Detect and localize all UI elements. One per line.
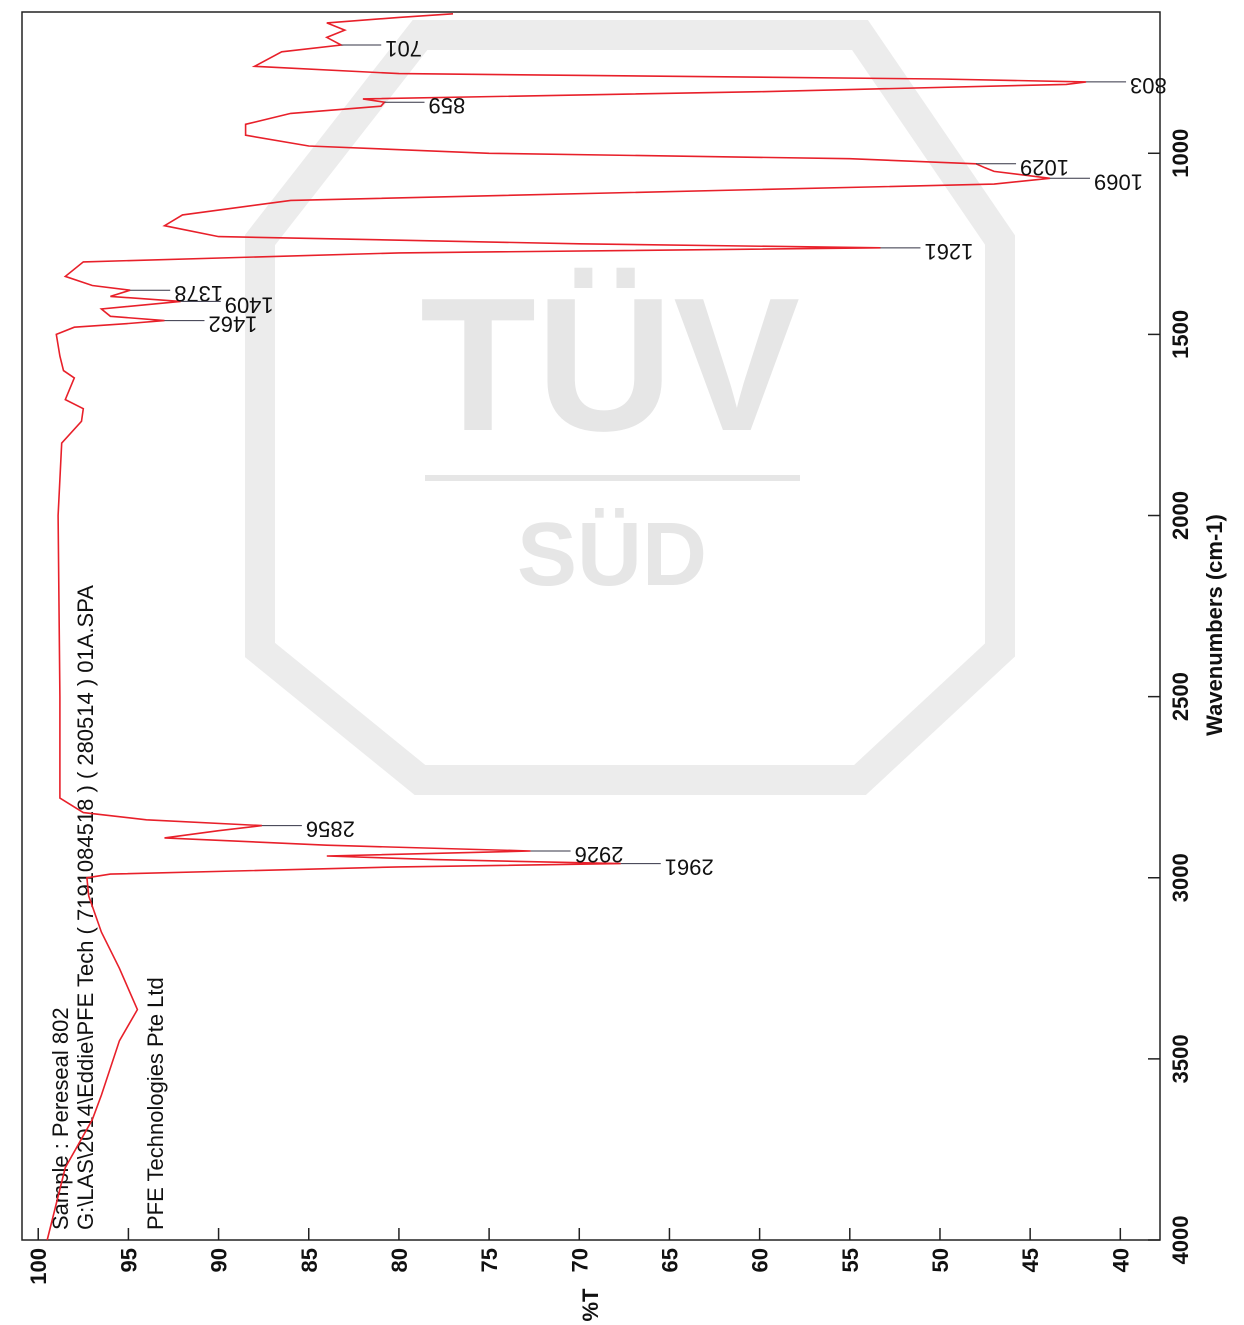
peak-label: 1409 — [225, 292, 274, 317]
y-tick-label: 80 — [387, 1248, 412, 1272]
y-tick-label: 70 — [567, 1248, 592, 1272]
x-tick-label: 3500 — [1168, 1034, 1193, 1083]
y-tick-label: 100 — [26, 1248, 51, 1285]
y-tick-label: 95 — [116, 1248, 141, 1272]
y-tick-label: 90 — [207, 1248, 232, 1272]
y-tick-label: 45 — [1018, 1248, 1043, 1272]
y-tick-label: 55 — [838, 1248, 863, 1272]
company-text: PFE Technologies Pte Ltd — [143, 977, 168, 1230]
peak-label: 701 — [385, 36, 422, 61]
x-tick-label: 2500 — [1168, 672, 1193, 721]
x-tick-label: 1500 — [1168, 310, 1193, 359]
y-tick-label: 65 — [657, 1248, 682, 1272]
peak-label: 2856 — [306, 817, 355, 842]
y-tick-label: 60 — [748, 1248, 773, 1272]
y-axis-label: %T — [578, 1288, 603, 1322]
plot-frame — [21, 11, 1161, 1241]
y-tick-label: 50 — [928, 1248, 953, 1272]
peak-label: 2926 — [575, 842, 624, 867]
spectrum-line — [46, 13, 1087, 1241]
y-tick-label: 75 — [477, 1248, 502, 1272]
peak-label: 1029 — [1020, 155, 1069, 180]
sample-text: Sample : Pereseal 802 — [48, 1007, 73, 1230]
file-text: G:\LAS\2014\Eddie\PFE Tech ( 7191084518 … — [73, 585, 98, 1230]
x-axis-label: Wavenumbers (cm-1) — [1202, 514, 1227, 736]
y-tick-label: 40 — [1108, 1248, 1133, 1272]
peak-label: 1378 — [174, 281, 223, 306]
y-tick-label: 85 — [297, 1248, 322, 1272]
x-tick-label: 2000 — [1168, 491, 1193, 540]
watermark-text: SÜD — [517, 505, 707, 605]
peak-label: 1462 — [208, 312, 257, 337]
x-tick-label: 1000 — [1168, 129, 1193, 178]
peak-label: 1069 — [1094, 169, 1143, 194]
peak-label: 1261 — [924, 239, 973, 264]
watermark-shape — [245, 20, 1015, 795]
x-tick-label: 3000 — [1168, 853, 1193, 902]
x-tick-label: 4000 — [1168, 1216, 1193, 1265]
peak-label: 2961 — [665, 855, 714, 880]
peak-label: 859 — [429, 93, 466, 118]
watermark-text: TÜV — [420, 259, 800, 471]
peak-label: 803 — [1130, 73, 1167, 98]
